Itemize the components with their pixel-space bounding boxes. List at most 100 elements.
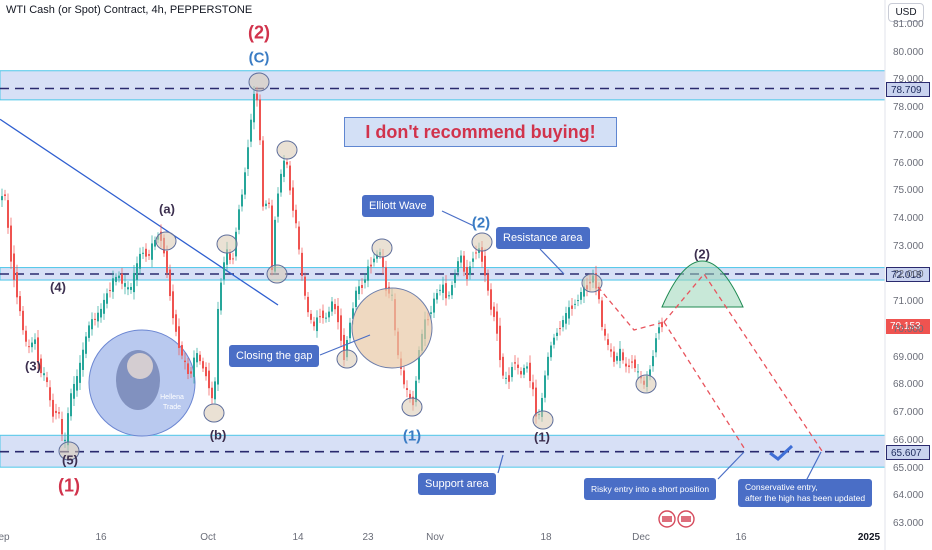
candle-body-40 [121, 273, 123, 284]
y-tick-label: 70.000 [893, 323, 924, 335]
currency-button[interactable]: USD [888, 3, 924, 22]
y-tick-label: 65.000 [893, 462, 924, 474]
logo-text-1: Hellena [160, 394, 184, 401]
x-tick-label: ep [0, 532, 10, 543]
callout-conservative-line1: Conservative entry, [745, 482, 818, 492]
candle-body-15 [46, 377, 48, 383]
x-tick-label: 16 [735, 532, 747, 543]
y-tick-label: 68.000 [893, 379, 924, 391]
x-tick-label: 23 [362, 532, 374, 543]
candle-body-98 [295, 209, 297, 224]
candle-body-183 [550, 345, 552, 358]
pivot-marker-1 [276, 140, 298, 160]
wave-label-4: (4) [50, 279, 66, 295]
candle-body-32 [97, 312, 99, 322]
candle-body-153 [460, 255, 462, 263]
candle-body-37 [112, 278, 114, 292]
candle-body-20 [61, 419, 63, 435]
pivot-marker-10 [532, 410, 554, 430]
candle-body-99 [298, 226, 300, 250]
logo-text-2: Trade [163, 404, 181, 411]
candle-body-155 [466, 266, 468, 280]
candle-body-22 [67, 413, 69, 446]
wave-label-b: (b) [209, 427, 227, 443]
candle-body-145 [436, 293, 438, 300]
zone-upper [0, 70, 886, 101]
candle-body-80 [241, 194, 243, 207]
candle-body-136 [409, 393, 411, 399]
projection-path-b [663, 321, 747, 452]
candle-body-96 [289, 165, 291, 191]
price-levels-layer [0, 87, 885, 453]
candle-body-207 [622, 352, 624, 361]
candle-body-205 [616, 356, 618, 361]
pivot-marker-8 [336, 349, 358, 369]
candle-body-194 [583, 286, 585, 297]
candle-body-184 [553, 337, 555, 345]
y-tick-label: 72.000 [893, 268, 924, 280]
projection-path-c [663, 272, 823, 452]
logo-circle [88, 329, 196, 437]
candle-body-171 [514, 362, 516, 364]
candle-body-69 [208, 370, 210, 389]
candle-body-217 [652, 356, 654, 367]
candle-body-59 [178, 326, 180, 349]
candle-body-210 [631, 361, 633, 363]
candle-body-21 [64, 439, 66, 442]
candle-body-181 [544, 375, 546, 398]
candle-body-182 [547, 356, 549, 376]
candle-body-191 [574, 303, 576, 305]
candle-body-12 [37, 337, 39, 363]
candle-body-107 [322, 310, 324, 319]
event-flag-stripe-0 [662, 516, 672, 522]
candle-body-94 [283, 160, 285, 177]
candle-body-123 [370, 264, 372, 267]
candle-body-143 [430, 312, 432, 314]
candle-body-74 [223, 262, 225, 280]
candle-body-11 [34, 339, 36, 344]
y-tick-label: 81.000 [893, 19, 924, 30]
candle-body-219 [658, 327, 660, 334]
candle-body-101 [304, 276, 306, 296]
candle-body-95 [286, 161, 288, 165]
candle-body-157 [472, 258, 474, 262]
candle-body-204 [613, 351, 615, 362]
wave-label-1-bottom: (1) [58, 475, 80, 496]
candle-body-90 [271, 205, 273, 271]
callout-resistance: Resistance area [496, 227, 590, 249]
candle-body-199 [598, 286, 600, 300]
candle-body-25 [76, 376, 78, 391]
callout-risky-entry: Risky entry into a short position [584, 478, 717, 500]
candle-body-62 [187, 363, 189, 374]
candle-body-83 [250, 119, 252, 142]
candles-layer [1, 86, 663, 451]
candle-body-77 [232, 258, 234, 260]
y-tick-label: 64.000 [893, 490, 924, 502]
y-tick-label: 80.000 [893, 46, 924, 58]
candle-body-211 [634, 359, 636, 369]
candle-body-117 [352, 308, 354, 319]
candle-body-147 [442, 284, 444, 293]
trendline [0, 118, 279, 306]
candle-body-138 [415, 380, 417, 403]
callout-support: Support area [418, 473, 496, 495]
candle-body-76 [229, 253, 231, 260]
candle-body-134 [403, 370, 405, 385]
candle-body-176 [529, 362, 531, 381]
candle-body-127 [382, 256, 384, 268]
candle-body-167 [502, 356, 504, 376]
candle-body-148 [445, 283, 447, 299]
candle-body-56 [169, 269, 171, 297]
candle-body-189 [568, 307, 570, 319]
candle-body-43 [130, 286, 132, 290]
y-tick-label: 79.000 [893, 74, 924, 86]
candle-body-146 [439, 289, 441, 291]
candle-body-135 [406, 388, 408, 390]
candle-body-0 [1, 196, 3, 201]
candle-body-115 [346, 339, 348, 358]
candle-body-104 [313, 321, 315, 327]
y-tick-label: 75.000 [893, 185, 924, 197]
wave-label-5: (5) [62, 452, 78, 468]
